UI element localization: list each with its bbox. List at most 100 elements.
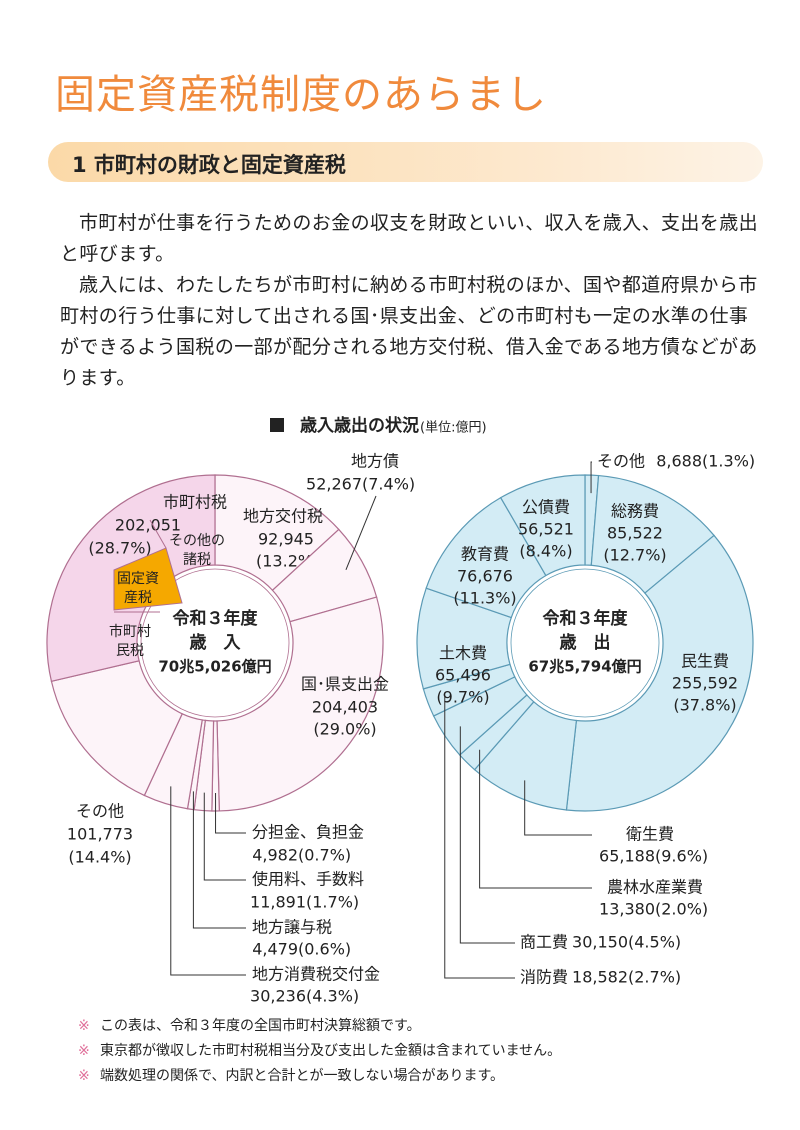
highlight-patch: [113, 547, 183, 611]
center-label: 令和３年度: [542, 608, 629, 629]
segment-label: 使用料、手数料: [252, 870, 364, 889]
leader-line: [170, 786, 246, 976]
center-label: 歳 入: [190, 632, 241, 653]
paragraph: 歳入には、わたしたちが市町村に納める市町村税のほか、国や都道府県から市町村の行う…: [60, 274, 758, 389]
leader-line: [203, 792, 246, 881]
percent-label: (14.4%): [68, 848, 131, 867]
segment-label: その他: [597, 452, 645, 471]
segment-label: 分担金、負担金: [252, 823, 364, 842]
percent-label: (7.4%): [362, 475, 415, 494]
value-label: 8,688: [656, 452, 702, 471]
value-label: 4,982: [252, 846, 298, 865]
note-text: 端数処理の関係で、内訳と合計とが一致しない場合があります。: [100, 1068, 504, 1084]
value-label: 92,945: [258, 530, 314, 549]
section-heading: 1 市町村の財政と固定資産税: [48, 142, 763, 182]
figure-title: 歳入歳出の状況: [300, 415, 419, 436]
leader-line: [479, 749, 592, 889]
center-label: 67兆5,794億円: [528, 658, 641, 676]
segment-label: 消防費: [520, 968, 568, 987]
percent-label: (0.6%): [298, 940, 351, 959]
sub-label: 諸税: [183, 552, 211, 568]
center-circle: [510, 568, 660, 718]
center-label: 令和３年度: [172, 608, 259, 629]
value-label: 11,891: [250, 893, 306, 912]
donut-segment: [499, 474, 586, 577]
percent-label: (29.0%): [313, 720, 376, 739]
percent-label: (1.3%): [702, 452, 755, 471]
value-label: 18,582: [572, 968, 628, 987]
value-label: 65,496: [435, 666, 491, 685]
value-label: 4,479: [252, 940, 298, 959]
percent-label: (12.7%): [603, 546, 666, 565]
sub-label: 産税: [124, 590, 152, 606]
donut-segment: [216, 596, 384, 812]
segment-label: 地方消費税交付金: [252, 965, 380, 984]
value-label: 52,267: [306, 475, 362, 494]
center-label: 歳 出: [560, 632, 611, 653]
sub-divider: [149, 519, 167, 549]
percent-label: (2.0%): [655, 900, 708, 919]
segment-label: 教育費: [461, 545, 509, 564]
value-label: 76,676: [457, 567, 513, 586]
segment-label: 衛生費: [626, 825, 674, 844]
paragraph: 市町村が仕事を行うためのお金の収支を財政といい、収入を歳入、支出を歳出と呼びます…: [60, 212, 759, 265]
percent-label: (4.5%): [628, 933, 681, 952]
note-mark: ※: [78, 1068, 90, 1084]
value-label: 65,188: [599, 847, 655, 866]
leader-line: [459, 726, 515, 944]
section-title: 1 市町村の財政と固定資産税: [72, 153, 346, 177]
value-label: 30,150: [572, 933, 628, 952]
value-label: 202,051: [115, 516, 181, 535]
segment-label: 農林水産業費: [607, 878, 703, 897]
percent-label: (9.7%): [436, 688, 489, 707]
note-text: 東京都が徴収した市町村税相当分及び支出した金額は含まれていません。: [100, 1043, 561, 1059]
segment-label: 土木費: [439, 644, 487, 663]
percent-label: (9.6%): [655, 847, 708, 866]
segment-label: 地方債: [351, 452, 399, 471]
leader-line: [444, 696, 515, 979]
sub-label: その他の: [169, 533, 225, 549]
segment-label: その他: [76, 802, 124, 821]
value-label: 85,522: [607, 524, 663, 543]
percent-label: (28.7%): [88, 539, 151, 558]
heading-square: [270, 418, 284, 432]
value-label: 56,521: [518, 520, 574, 539]
percent-label: (2.7%): [628, 968, 681, 987]
note-mark: ※: [78, 1018, 90, 1034]
body-text: 市町村が仕事を行うためのお金の収支を財政といい、収入を歳入、支出を歳出と呼びます…: [60, 208, 765, 394]
leader-line: [590, 461, 592, 494]
value-label: 101,773: [67, 825, 133, 844]
segment-label: 公債費: [522, 498, 570, 517]
segment-label: 地方譲与税: [252, 918, 332, 937]
segment-label: 国･県支出金: [301, 675, 389, 694]
figure-unit: (単位:億円): [420, 420, 487, 436]
percent-label: (4.3%): [306, 987, 359, 1006]
leader-line: [192, 791, 246, 929]
leader-line: [524, 780, 592, 836]
segment-label: 市町村税: [163, 493, 227, 512]
note-mark: ※: [78, 1043, 90, 1059]
segment-label: 民生費: [681, 652, 729, 671]
page-title: 固定資産税制度のあらまし: [55, 72, 547, 118]
segment-label: 総務費: [611, 502, 659, 521]
percent-label: (0.7%): [298, 846, 351, 865]
sub-label: 固定資: [117, 571, 159, 587]
sub-label: 市町村: [109, 624, 151, 640]
percent-label: (11.3%): [453, 589, 516, 608]
donut-segment: [50, 660, 184, 797]
segment-label: 商工費: [520, 933, 568, 952]
donut-segment: [565, 534, 754, 812]
percent-label: (1.7%): [306, 893, 359, 912]
center-label: 70兆5,026億円: [158, 658, 271, 676]
note-text: この表は、令和３年度の全国市町村決算総額です。: [100, 1018, 421, 1034]
value-label: 204,403: [312, 698, 378, 717]
leader-line: [215, 792, 246, 834]
leader-line: [345, 495, 377, 571]
sub-label: 民税: [116, 643, 144, 659]
center-circle: [140, 568, 290, 718]
value-label: 30,236: [250, 987, 306, 1006]
value-label: 255,592: [672, 674, 738, 693]
